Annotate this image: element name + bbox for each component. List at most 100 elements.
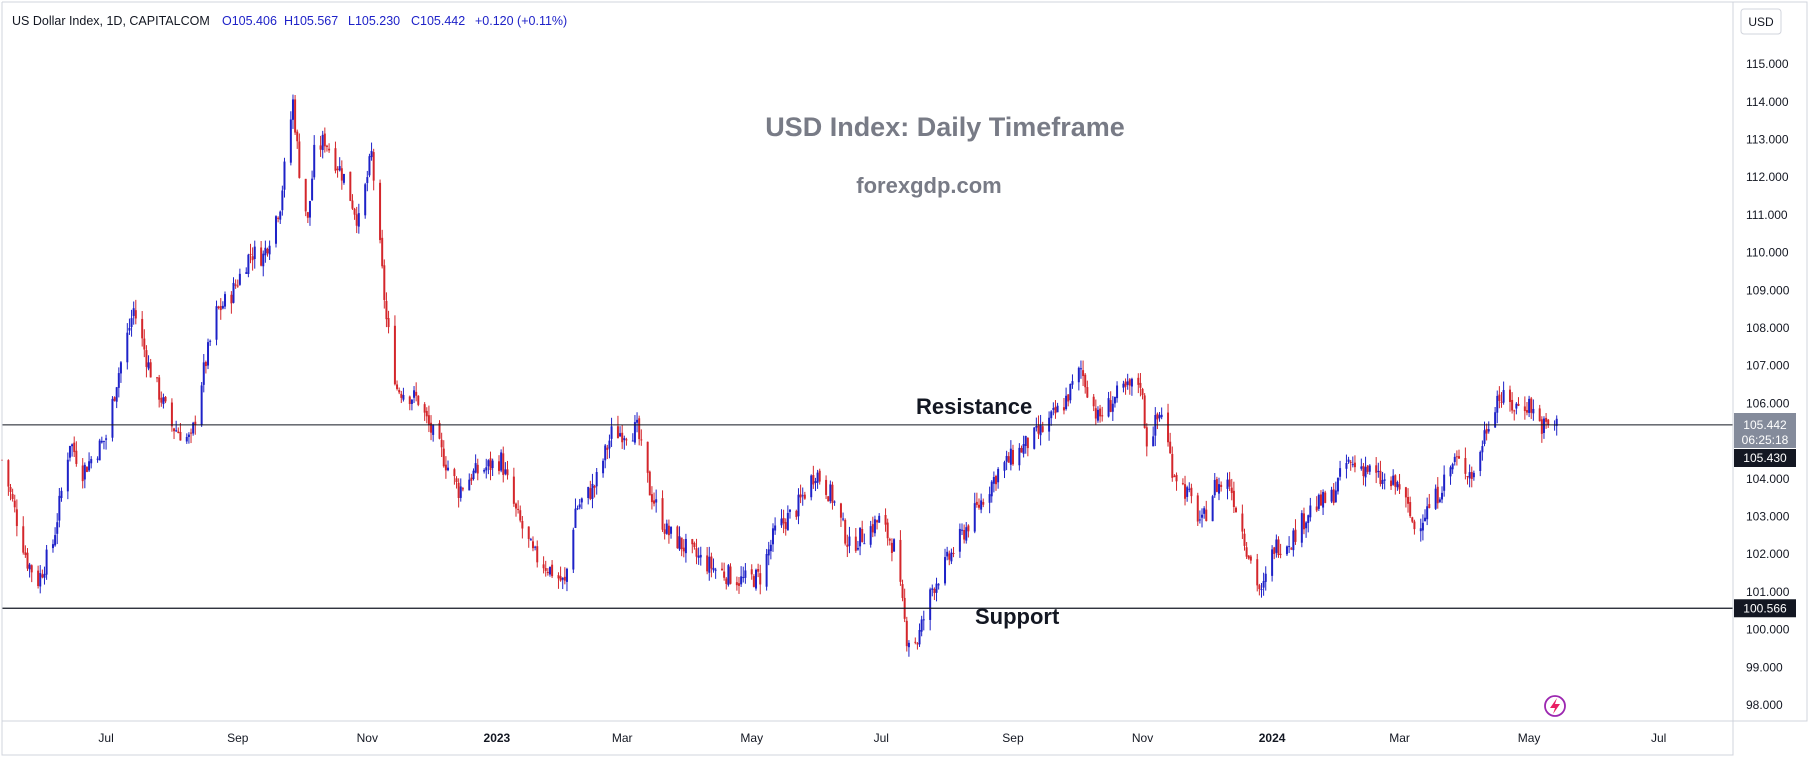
candle-body bbox=[1065, 395, 1068, 410]
candle-body bbox=[519, 510, 522, 521]
candle-body bbox=[1496, 395, 1499, 413]
price-axis-ticks: 98.000 99.000 100.000 101.000 102.000 103.000… bbox=[1746, 57, 1790, 712]
last-price-tag-bg bbox=[1734, 413, 1796, 448]
candle-body bbox=[149, 362, 152, 378]
candle-body bbox=[379, 182, 382, 241]
watermark-title: USD Index: Daily Timeframe bbox=[765, 112, 1125, 142]
candle-body bbox=[965, 527, 968, 541]
time-axis[interactable] bbox=[1, 720, 1734, 756]
candle-body bbox=[842, 518, 845, 520]
support-annotation: Support bbox=[975, 604, 1060, 629]
candle-body bbox=[1366, 465, 1369, 472]
candle-body bbox=[765, 554, 768, 587]
resistance-tag-bg bbox=[1734, 449, 1796, 467]
candle-body bbox=[381, 237, 384, 267]
candle-body bbox=[71, 444, 74, 447]
candle-body bbox=[754, 569, 757, 589]
candle-body bbox=[1160, 414, 1163, 418]
candle-body bbox=[854, 536, 857, 551]
price-axis[interactable] bbox=[1732, 1, 1808, 722]
candle-body bbox=[60, 490, 63, 499]
candle-body bbox=[224, 294, 227, 307]
candle-body bbox=[1186, 487, 1189, 497]
candle-body bbox=[935, 583, 938, 593]
candle-body bbox=[665, 523, 668, 534]
candle-body bbox=[1139, 382, 1142, 388]
candle-body bbox=[9, 486, 12, 493]
candle-body bbox=[816, 472, 819, 483]
candle-body bbox=[1054, 406, 1057, 414]
candle-body bbox=[1426, 506, 1429, 520]
candle-body bbox=[1470, 471, 1473, 479]
ohlc-high: H105.567 bbox=[284, 14, 338, 28]
candle-body bbox=[85, 466, 88, 472]
candle-body bbox=[1394, 475, 1397, 487]
candle-body bbox=[1273, 547, 1276, 554]
candle-body bbox=[230, 294, 233, 304]
candle-body bbox=[366, 177, 369, 184]
symbol-title[interactable]: US Dollar Index, 1D, CAPITALCOM bbox=[12, 14, 210, 28]
candle-body bbox=[544, 567, 547, 571]
candle-body bbox=[147, 362, 150, 369]
candle-body bbox=[580, 498, 583, 503]
candle-body bbox=[1515, 403, 1518, 409]
candle-body bbox=[440, 439, 443, 448]
candle-body bbox=[1173, 475, 1176, 477]
candle-body bbox=[215, 306, 218, 340]
candle-body bbox=[504, 469, 507, 474]
candle-body bbox=[1542, 418, 1545, 433]
candle-body bbox=[323, 133, 326, 147]
candle-body bbox=[1126, 381, 1129, 385]
candle-body bbox=[204, 361, 207, 367]
candle-body bbox=[1379, 470, 1382, 485]
candle-body bbox=[1241, 513, 1244, 532]
candle-body bbox=[128, 327, 131, 331]
lightning-bolt-icon[interactable] bbox=[1544, 695, 1566, 717]
candle-body bbox=[1069, 383, 1072, 401]
candle-body bbox=[604, 445, 607, 461]
candle-body bbox=[1453, 456, 1456, 462]
candle-body bbox=[994, 476, 997, 485]
candle-body bbox=[1122, 383, 1125, 388]
candle-body bbox=[916, 643, 919, 645]
candle-body bbox=[812, 475, 815, 485]
candle-body bbox=[640, 439, 643, 441]
candle-body bbox=[491, 460, 494, 469]
candle-body bbox=[1201, 514, 1204, 518]
candle-body bbox=[729, 566, 732, 584]
candle-body bbox=[1158, 415, 1161, 419]
candle-body bbox=[119, 362, 122, 374]
candle-body bbox=[593, 485, 596, 488]
candle-body bbox=[30, 565, 33, 573]
candle-body bbox=[351, 200, 354, 209]
candle-body bbox=[425, 410, 428, 417]
candle-body bbox=[901, 584, 904, 598]
candle-body bbox=[648, 471, 651, 496]
candle-body bbox=[890, 542, 893, 553]
candle-body bbox=[744, 570, 747, 578]
candle-body bbox=[514, 503, 517, 509]
currency-button[interactable] bbox=[1740, 8, 1782, 35]
candle-body bbox=[780, 518, 783, 526]
candle-body bbox=[262, 253, 265, 267]
candle-body bbox=[1443, 474, 1446, 491]
candle-body bbox=[1169, 441, 1172, 454]
candle-body bbox=[11, 493, 14, 500]
candle-body bbox=[26, 552, 29, 569]
candle-body bbox=[869, 526, 872, 545]
candle-body bbox=[888, 538, 891, 541]
candle-body bbox=[1294, 529, 1297, 542]
candle-body bbox=[973, 503, 976, 532]
candle-body bbox=[209, 340, 212, 342]
candle-body bbox=[1109, 400, 1112, 412]
candle-body bbox=[349, 171, 352, 201]
symbol-legend[interactable]: US Dollar Index, 1D, CAPITALCOM O105.406… bbox=[12, 14, 567, 28]
candle-body bbox=[1116, 385, 1119, 399]
candle-body bbox=[1500, 401, 1503, 403]
candle-body bbox=[22, 526, 25, 553]
candle-body bbox=[453, 469, 456, 477]
price-tick-label: 100.000 bbox=[1746, 623, 1790, 637]
candle-body bbox=[784, 522, 787, 529]
